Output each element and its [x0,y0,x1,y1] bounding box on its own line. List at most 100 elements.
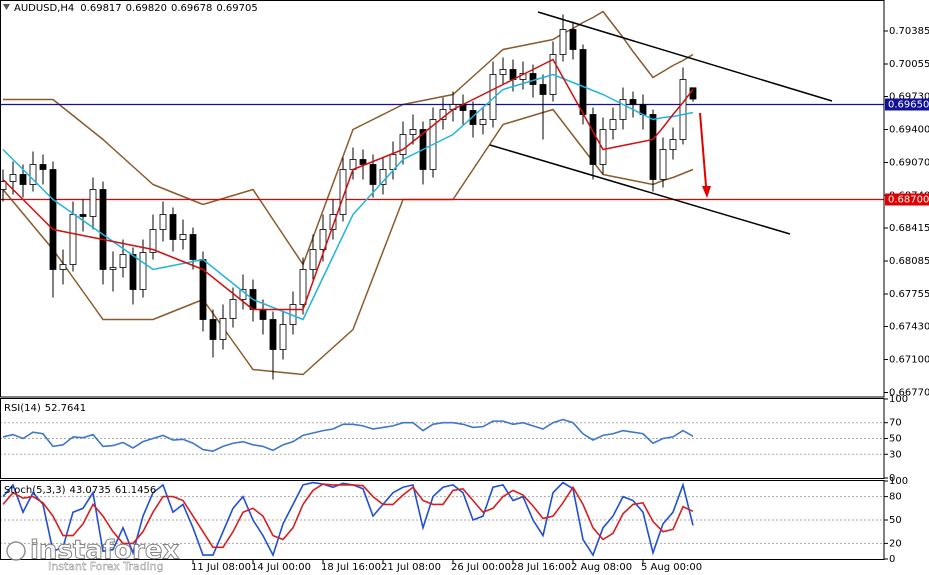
candle-body [559,29,567,55]
candle-body [169,214,177,240]
candle-body [109,267,117,270]
candle-body [409,129,417,135]
y-tick-label: 30 [889,449,902,460]
candle-body [259,309,267,320]
candle-body [309,249,317,270]
candle-body [9,174,17,182]
arrow [699,112,707,187]
candle-body [229,299,237,319]
x-tick-label: 18 Jul 16:00 [321,562,381,573]
x-tick-label: 21 Jul 08:00 [381,562,441,573]
y-tick-label: 80 [889,492,902,503]
panel-frame [0,398,885,479]
candle-body [89,189,97,217]
x-tick-label: 11 Jul 08:00 [191,562,251,573]
y-tick-label: 0.67755 [889,289,929,300]
candle-body [39,164,47,170]
candle-body [619,99,627,120]
header-value: 0.69820 [126,3,167,14]
candle-body [649,114,657,180]
trend-line [537,11,833,102]
header-icon [3,4,10,10]
candle-body [659,149,667,180]
panel-title: Stoch(5,3,3) 43.0735 61.1456 [4,485,156,496]
level-label: 0.69650 [888,100,929,111]
y-tick-label: 0.70385 [889,26,929,37]
candle-body [339,169,347,215]
candle-body [269,319,277,350]
candle-body [399,134,407,155]
candle-body [359,159,367,165]
indicator-value: 61.1456 [115,485,156,496]
candle-body [99,189,107,270]
candle-body [209,319,217,340]
candle-body [219,318,227,340]
candle-body [579,49,587,115]
candle-body [329,214,337,230]
candle-body [119,254,127,268]
candle-body [69,214,77,265]
trend-line [489,144,791,235]
y-tick-label: 0 [889,554,895,565]
candle-body [589,114,597,165]
header-value: 0.69678 [171,3,212,14]
indicator-value: 52.7641 [45,403,86,414]
candle-body [539,84,547,95]
watermark-logo [6,541,26,561]
candle-body [129,254,137,290]
symbol: AUDUSD,H4 [14,3,74,14]
indicator-line [2,418,694,452]
header-value: 0.69817 [80,3,121,14]
indicator-line [2,483,694,549]
y-tick-label: 50 [889,434,902,445]
panel-frame [0,480,885,560]
candle-body [139,252,147,290]
candle-body [379,169,387,185]
y-tick-label: 100 [889,476,908,487]
watermark-tagline: Instant Forex Trading [48,560,164,573]
level-label-box [885,193,929,206]
y-tick-label: 0.70055 [889,59,929,70]
y-tick-label: 0.68085 [889,256,929,267]
candle-body [679,79,687,140]
panel-frame [0,0,885,398]
candle-body [29,164,37,185]
watermark: instaforex Instant Forex Trading [6,535,180,573]
level-label: 0.68700 [888,195,929,206]
x-tick-label: 14 Jul 00:00 [251,562,311,573]
y-tick-label: 0.66770 [889,388,929,399]
candle-body [189,234,197,260]
y-tick-label: 0.68415 [889,223,929,234]
header-value: 0.69705 [216,3,257,14]
candle-body [369,164,377,185]
level-label-box [885,98,929,111]
x-tick-label: 26 Jul 00:00 [451,562,511,573]
y-tick-label: 0.69730 [889,92,929,103]
candle-body [569,29,577,50]
indicator-name: Stoch(5,3,3) [4,485,66,496]
panel-title: RSI(14) 52.7641 [4,403,86,414]
candle-body [59,264,67,270]
y-tick-label: 100 [889,394,908,405]
candle-body [629,99,637,105]
candle-body [149,229,157,253]
overlay-line [3,10,694,267]
candle-body [599,129,607,165]
candle-body [0,181,7,190]
candle-body [49,169,57,270]
candle-body [79,214,87,217]
x-tick-label: 5 Aug 00:00 [641,562,702,573]
overlay-line [2,108,694,376]
candle-body [499,69,507,75]
candle-body [479,119,487,125]
y-tick-label: 70 [889,418,902,429]
chart-header: AUDUSD,H4 0.69817 0.69820 0.69678 0.69705 [14,3,258,14]
candle-body [609,119,617,130]
candle-body [179,234,187,240]
candle-body [279,324,287,350]
y-tick-label: 0.69400 [889,125,929,136]
y-tick-label: 20 [889,538,902,549]
